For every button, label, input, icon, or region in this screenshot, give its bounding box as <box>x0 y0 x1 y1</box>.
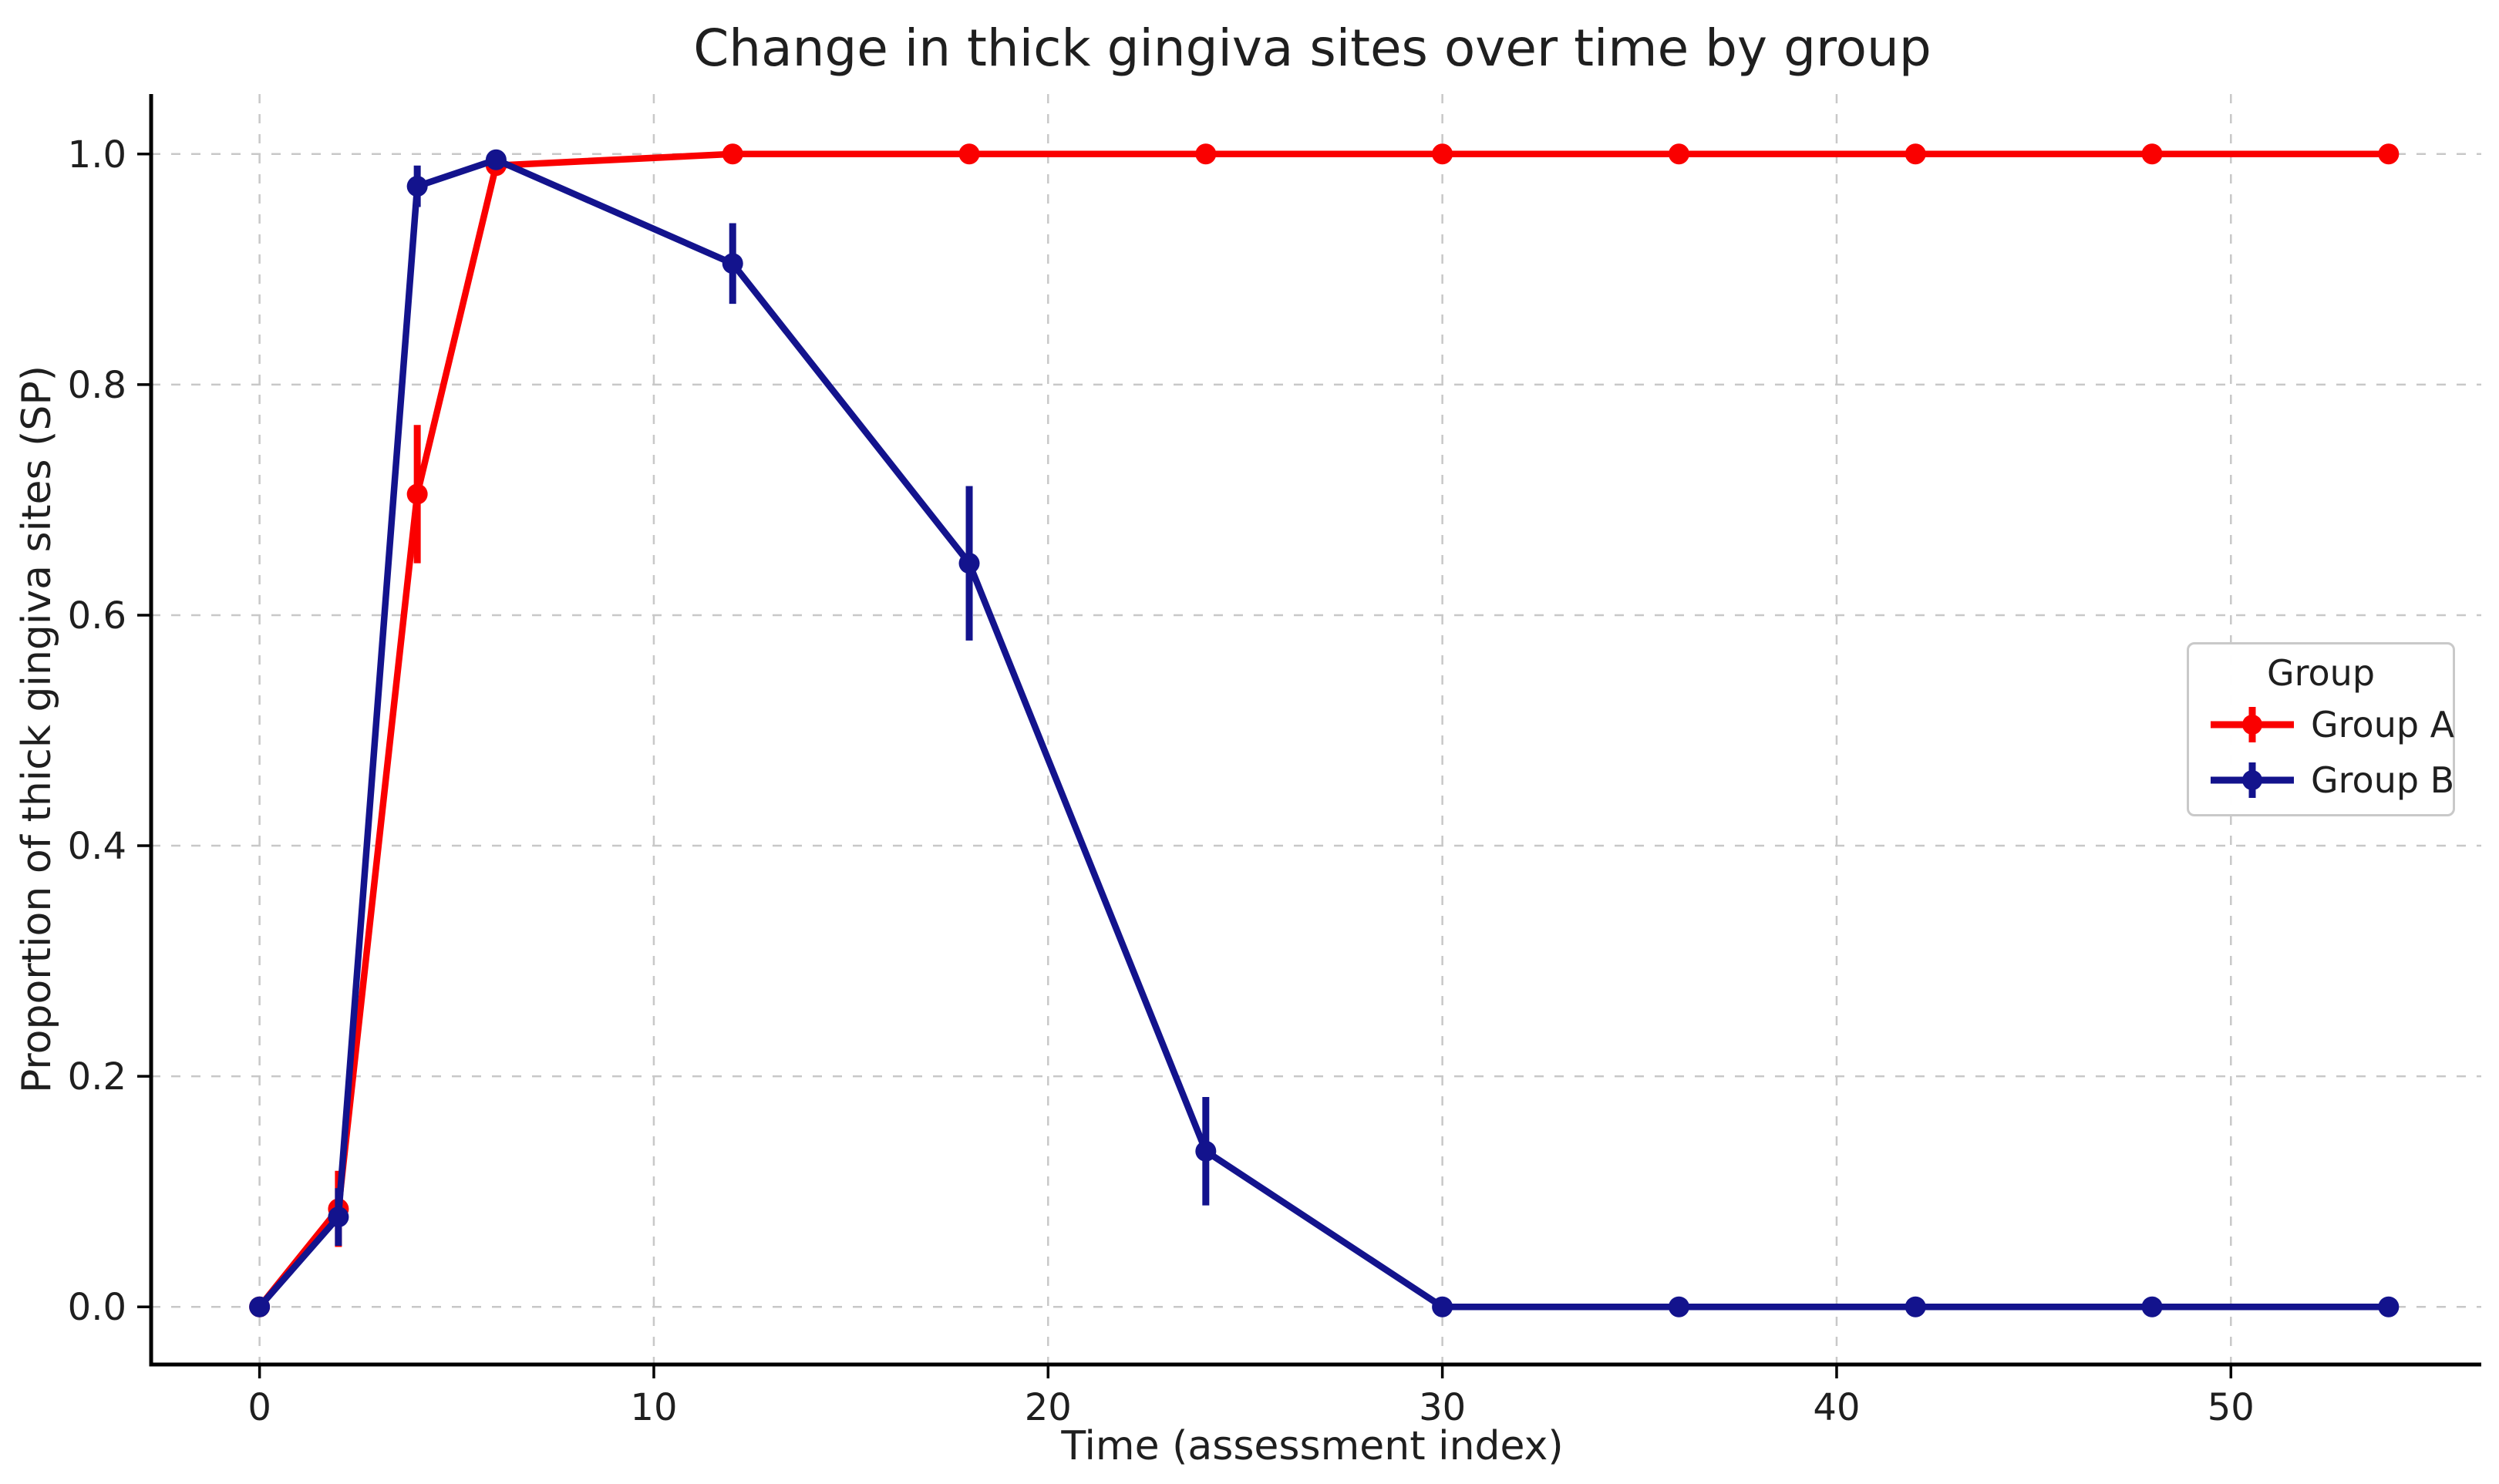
data-point-group-b <box>722 253 743 274</box>
legend-title: Group <box>2266 652 2376 694</box>
data-point-group-b <box>1195 1140 1217 1162</box>
errorbar-sample-icon-group-a <box>2211 707 2294 742</box>
data-point-group-b <box>1905 1296 1926 1317</box>
legend-label-group-b: Group B <box>2311 759 2455 801</box>
legend-entry-group-a: Group A <box>2189 700 2455 749</box>
data-point-group-a <box>958 143 980 165</box>
data-point-group-a <box>2141 143 2163 165</box>
data-point-group-b <box>485 149 507 170</box>
chart-title: Change in thick gingiva sites over time … <box>693 19 1932 78</box>
x-tick-label: 0 <box>248 1386 271 1429</box>
data-point-group-b <box>958 553 980 574</box>
data-point-group-a <box>1432 143 1453 165</box>
x-tick-label: 50 <box>2208 1386 2255 1429</box>
data-point-group-a <box>722 143 743 165</box>
legend-entry-group-b: Group B <box>2189 755 2455 805</box>
series-line-group-b <box>257 156 2389 1311</box>
x-tick-label: 30 <box>1419 1386 1466 1429</box>
series-line-group-a <box>257 150 2389 1309</box>
y-tick-label: 0.2 <box>68 1055 126 1099</box>
y-tick-label: 1.0 <box>68 133 126 177</box>
data-point-group-a <box>1195 143 1217 165</box>
data-point-group-a <box>406 483 428 505</box>
legend: Group Group A Group B <box>2187 642 2455 816</box>
data-point-group-b <box>328 1206 349 1228</box>
x-axis-label: Time (assessment index) <box>1061 1423 1564 1469</box>
data-point-group-b <box>1432 1296 1453 1317</box>
errorbar-sample-icon-group-b <box>2211 762 2294 798</box>
x-tick-label: 40 <box>1813 1386 1860 1429</box>
y-axis-label: Proportion of thick gingiva sites (SP) <box>14 365 60 1094</box>
data-point-group-b <box>2378 1296 2400 1317</box>
y-tick-label: 0.4 <box>68 825 126 868</box>
y-tick-label: 0.6 <box>68 594 126 638</box>
data-point-group-a <box>1668 143 1689 165</box>
y-tick-label: 0.0 <box>68 1286 126 1329</box>
data-point-group-a <box>2378 143 2400 165</box>
data-point-group-b <box>249 1296 271 1317</box>
y-tick-label: 0.8 <box>68 364 126 407</box>
data-point-group-b <box>2141 1296 2163 1317</box>
legend-label-group-a: Group A <box>2311 704 2455 745</box>
data-point-group-b <box>1668 1296 1689 1317</box>
x-tick-label: 20 <box>1025 1386 1072 1429</box>
data-point-group-b <box>406 176 428 197</box>
data-point-group-a <box>1905 143 1926 165</box>
x-tick-label: 10 <box>630 1386 677 1429</box>
